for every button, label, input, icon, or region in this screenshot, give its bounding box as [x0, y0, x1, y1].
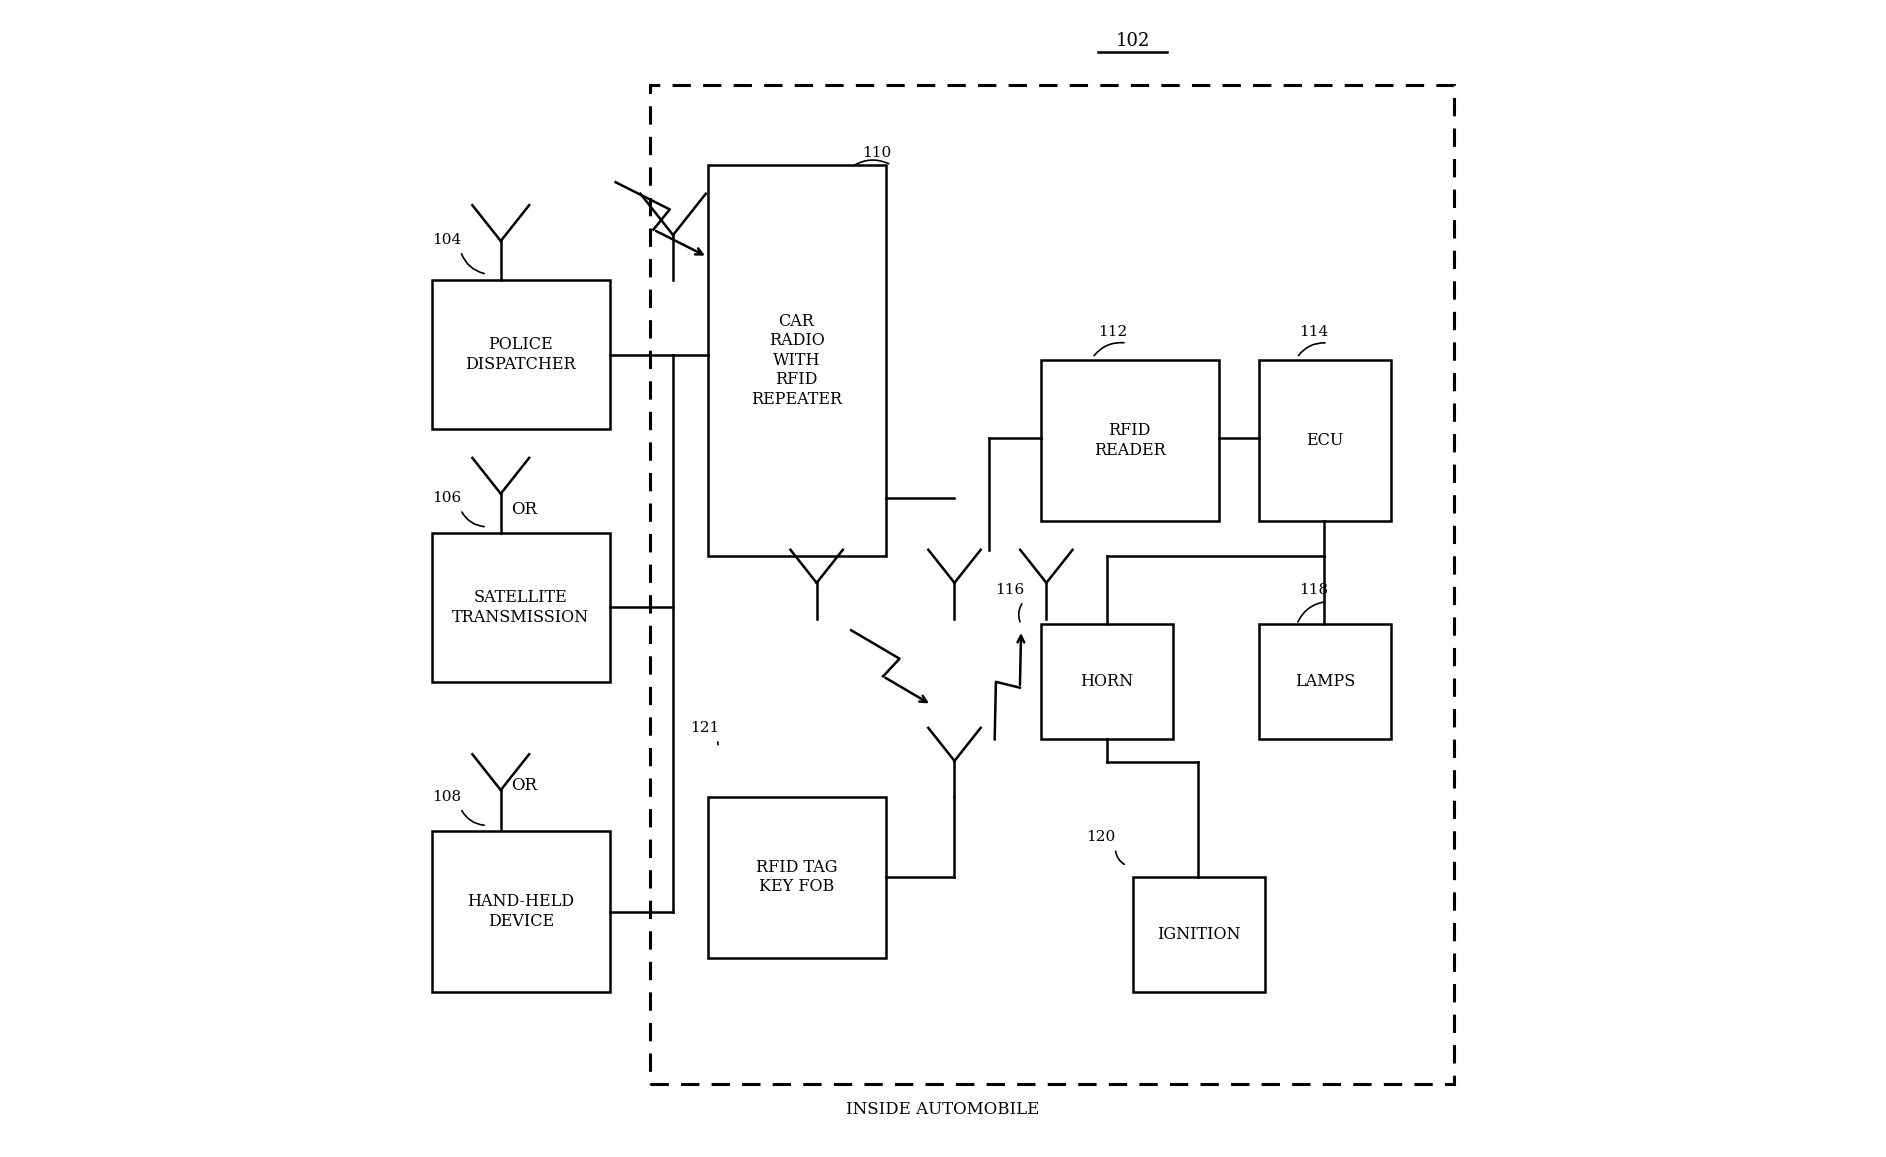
Bar	[1258, 360, 1392, 521]
Text: ECU: ECU	[1307, 433, 1343, 449]
Text: CAR
RADIO
WITH
RFID
REPEATER: CAR RADIO WITH RFID REPEATER	[751, 312, 843, 408]
Bar	[432, 532, 609, 681]
Text: 110: 110	[862, 147, 892, 161]
Text: 106: 106	[432, 491, 460, 506]
Text: OR: OR	[511, 776, 538, 794]
Bar	[707, 165, 886, 555]
Text: 116: 116	[994, 583, 1024, 597]
Text: 104: 104	[432, 233, 460, 246]
Text: OR: OR	[511, 501, 538, 518]
Text: 102: 102	[1115, 32, 1150, 50]
Bar	[707, 797, 886, 958]
Bar	[1132, 877, 1266, 992]
Text: 120: 120	[1086, 830, 1117, 843]
Bar	[651, 84, 1454, 1084]
Bar	[1258, 625, 1392, 739]
Text: 121: 121	[690, 721, 720, 735]
Text: INSIDE AUTOMOBILE: INSIDE AUTOMOBILE	[847, 1101, 1039, 1119]
Text: IGNITION: IGNITION	[1156, 926, 1241, 943]
Text: 108: 108	[432, 790, 460, 804]
Text: SATELLITE
TRANSMISSION: SATELLITE TRANSMISSION	[453, 589, 590, 626]
Text: LAMPS: LAMPS	[1296, 673, 1354, 691]
Bar	[1041, 360, 1218, 521]
Bar	[432, 280, 609, 429]
Text: POLICE
DISPATCHER: POLICE DISPATCHER	[466, 337, 577, 373]
Text: 118: 118	[1299, 583, 1328, 597]
Text: 114: 114	[1299, 324, 1328, 339]
Text: RFID
READER: RFID READER	[1094, 422, 1166, 459]
Text: RFID TAG
KEY FOB: RFID TAG KEY FOB	[756, 858, 837, 896]
Bar	[1041, 625, 1173, 739]
Text: 112: 112	[1098, 324, 1128, 339]
Text: HORN: HORN	[1081, 673, 1133, 691]
Bar	[432, 831, 609, 992]
Text: HAND-HELD
DEVICE: HAND-HELD DEVICE	[468, 893, 575, 930]
